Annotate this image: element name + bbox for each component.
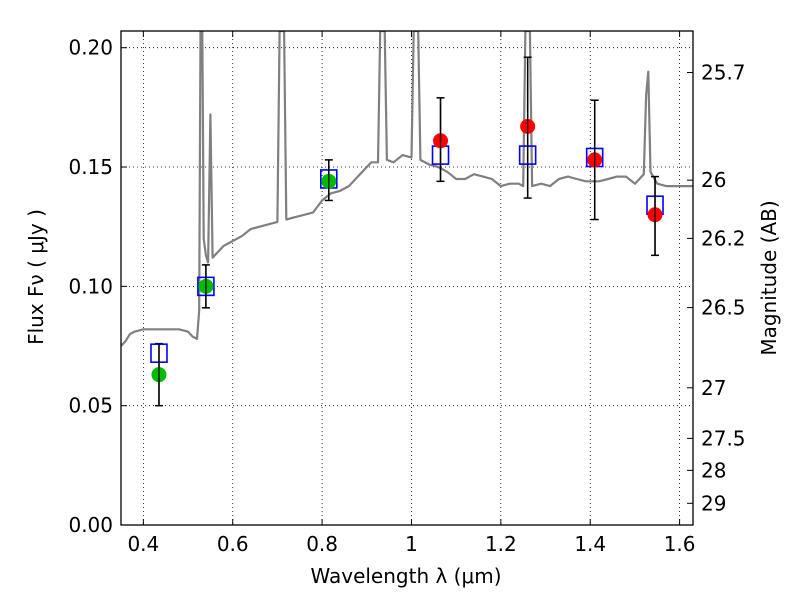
x-axis-title: Wavelength λ (μm)	[310, 564, 501, 588]
right-tick-label: 25.7	[701, 61, 746, 85]
x-tick-label: 0.4	[127, 532, 159, 556]
y-tick-label: 0.05	[68, 394, 113, 418]
right-tick-label: 26	[701, 168, 726, 192]
right-tick-label: 28	[701, 458, 726, 482]
y-tick-label: 0.10	[68, 274, 113, 298]
y-axis-title: Flux Fν ( μJy )	[24, 209, 48, 345]
data-layer	[121, 31, 693, 407]
right-tick-label: 29	[701, 491, 726, 515]
right-tick-label: 26.5	[701, 296, 746, 320]
x-tick-label: 1	[405, 532, 418, 556]
x-tick-label: 1.6	[664, 532, 696, 556]
y-tick-label: 0.20	[68, 36, 113, 60]
right-tick-label: 27	[701, 376, 726, 400]
y-tick-label: 0.00	[68, 513, 113, 537]
x-tick-label: 0.6	[217, 532, 249, 556]
right-tick-label: 27.5	[701, 426, 746, 450]
right-tick-label: 26.2	[701, 226, 746, 250]
x-tick-label: 1.2	[485, 532, 517, 556]
x-tick-label: 0.8	[306, 532, 338, 556]
axis-ticks: 0.4 0.6 0.8 1 1.2 1.4 1.6 0.00 0.05 0.10 0.15 0.20 2…	[68, 31, 746, 556]
y-tick-label: 0.15	[68, 155, 113, 179]
right-axis-title: Magnitude (AB)	[757, 200, 781, 355]
x-tick-label: 1.4	[574, 532, 606, 556]
plot-frame	[120, 30, 694, 526]
spectrum-line	[121, 31, 693, 347]
